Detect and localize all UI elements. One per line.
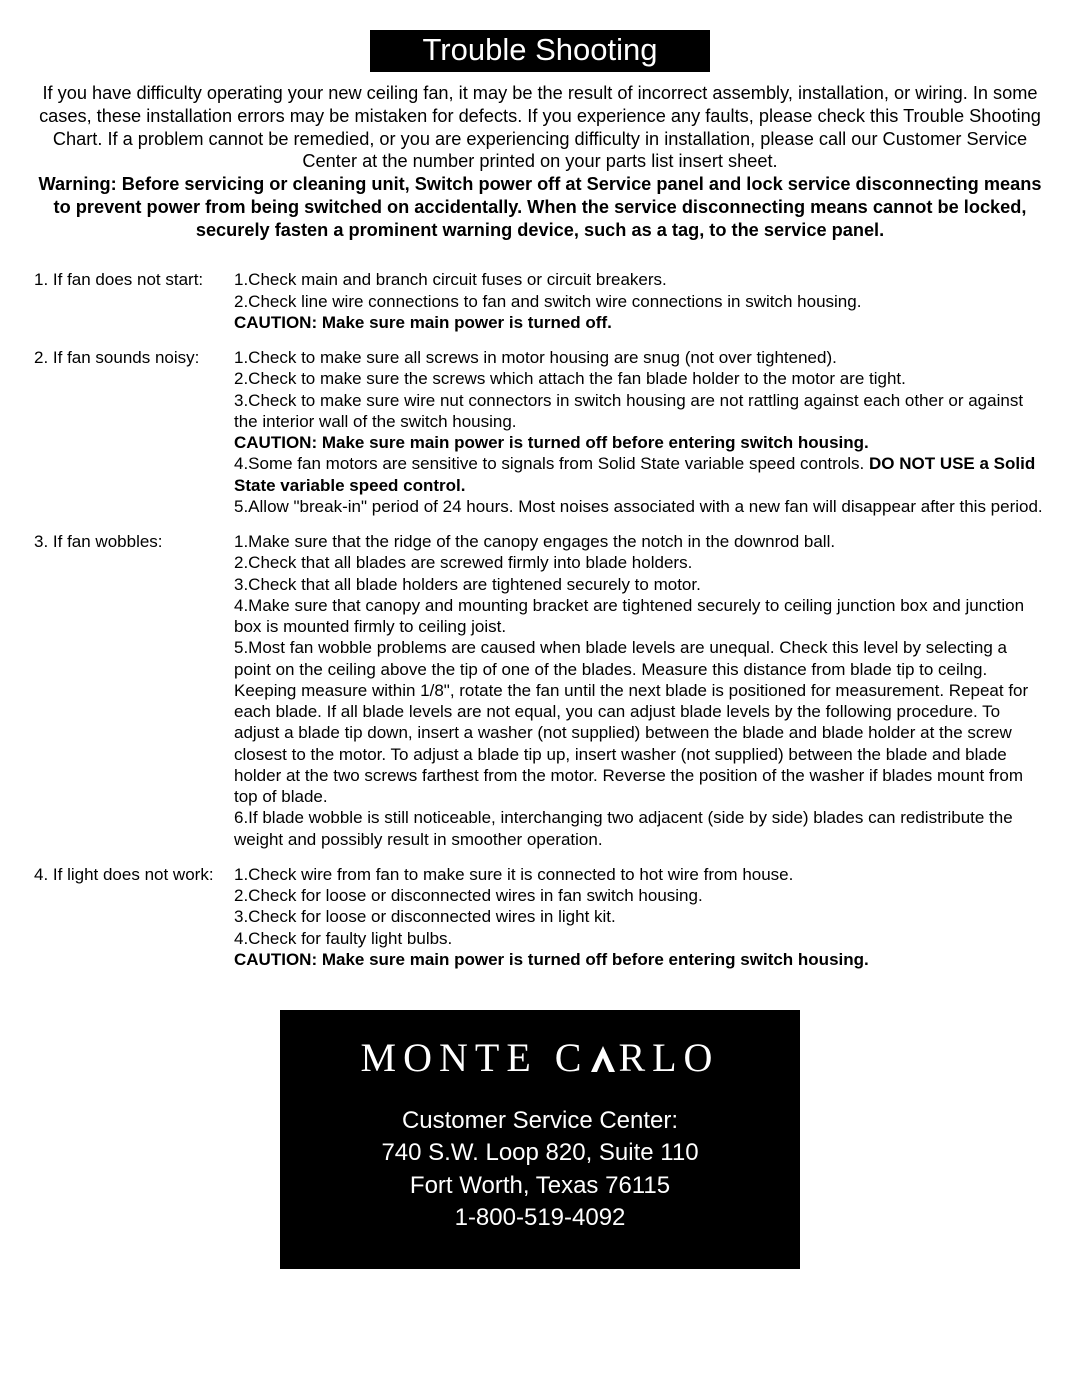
brand-text-2: RLO xyxy=(618,1035,719,1080)
section-steps: 1.Make sure that the ridge of the canopy… xyxy=(234,531,1046,850)
intro-text: If you have difficulty operating your ne… xyxy=(39,83,1041,171)
section-fan-wobbles: 3. If fan wobbles: 1.Make sure that the … xyxy=(34,531,1046,850)
section-label: 4. If light does not work: xyxy=(34,864,234,885)
section-body: 1.Check wire from fan to make sure it is… xyxy=(234,864,1046,970)
caution-text: CAUTION: Make sure main power is turned … xyxy=(234,432,1046,453)
section-light-not-work: 4. If light does not work: 1.Check wire … xyxy=(34,864,1046,970)
section-steps: 1.Check main and branch circuit fuses or… xyxy=(234,269,1046,312)
section-fan-noisy: 2. If fan sounds noisy: 1.Check to make … xyxy=(34,347,1046,517)
page: Trouble Shooting If you have difficulty … xyxy=(0,0,1080,1309)
step4-text: 4.Some fan motors are sensitive to signa… xyxy=(234,454,869,473)
section-label: 3. If fan wobbles: xyxy=(34,531,234,552)
intro-paragraph: If you have difficulty operating your ne… xyxy=(34,82,1046,241)
caution-text: CAUTION: Make sure main power is turned … xyxy=(234,949,1046,970)
footer-line-3: Fort Worth, Texas 76115 xyxy=(290,1170,790,1202)
footer-line-4: 1-800-519-4092 xyxy=(290,1202,790,1234)
brand-caret-icon xyxy=(588,1034,618,1081)
intro-warning: Warning: Before servicing or cleaning un… xyxy=(39,174,1042,240)
brand-text-1: MONTE C xyxy=(361,1035,589,1080)
footer-contact: Customer Service Center: 740 S.W. Loop 8… xyxy=(290,1105,790,1235)
section-body: 1.Make sure that the ridge of the canopy… xyxy=(234,531,1046,850)
section-steps: 1.Check wire from fan to make sure it is… xyxy=(234,864,1046,949)
brand-logo: MONTE C RLO xyxy=(290,1034,790,1081)
section-body: 1.Check to make sure all screws in motor… xyxy=(234,347,1046,517)
footer-card: MONTE C RLO Customer Service Center: 740… xyxy=(280,1010,800,1269)
section-label: 1. If fan does not start: xyxy=(34,269,234,290)
page-title: Trouble Shooting xyxy=(370,30,710,72)
section-steps-2: 4.Some fan motors are sensitive to signa… xyxy=(234,453,1046,517)
section-fan-not-start: 1. If fan does not start: 1.Check main a… xyxy=(34,269,1046,333)
section-body: 1.Check main and branch circuit fuses or… xyxy=(234,269,1046,333)
footer-line-1: Customer Service Center: xyxy=(290,1105,790,1137)
caution-text: CAUTION: Make sure main power is turned … xyxy=(234,312,1046,333)
footer-line-2: 740 S.W. Loop 820, Suite 110 xyxy=(290,1137,790,1169)
step5-text: 5.Allow "break-in" period of 24 hours. M… xyxy=(234,497,1043,516)
section-steps: 1.Check to make sure all screws in motor… xyxy=(234,347,1046,432)
section-label: 2. If fan sounds noisy: xyxy=(34,347,234,368)
